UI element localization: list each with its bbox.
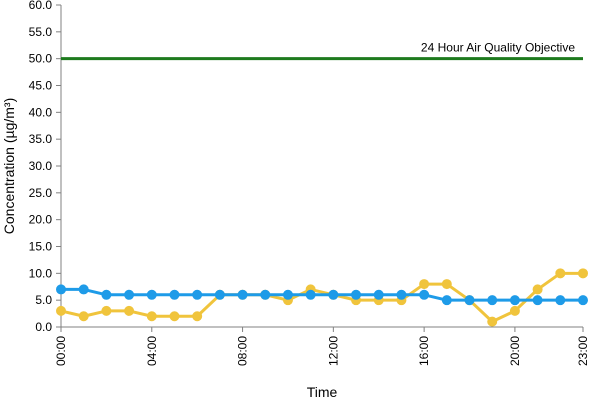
data-point — [78, 284, 89, 295]
x-tick-label: 08:00 — [236, 336, 250, 366]
data-point — [56, 284, 66, 295]
data-point — [260, 289, 271, 300]
data-point — [282, 289, 293, 300]
data-point — [169, 311, 180, 322]
x-axis-ticks: 00:00 04:00 08:00 12:00 16:00 20:00 23:00 — [54, 327, 590, 366]
data-point — [124, 305, 135, 316]
y-tick-label: 25.0 — [29, 186, 53, 200]
y-tick-label: 45.0 — [29, 79, 53, 93]
data-point — [441, 295, 452, 306]
data-point — [101, 289, 112, 300]
data-point — [487, 316, 498, 327]
data-point — [532, 295, 543, 306]
y-tick-label: 10.0 — [29, 266, 53, 280]
series-1 — [56, 268, 588, 327]
data-point — [532, 284, 543, 295]
data-point — [146, 289, 157, 300]
x-tick-label: 23:00 — [576, 336, 590, 366]
data-point — [192, 289, 203, 300]
y-tick-label: 0.0 — [35, 320, 52, 334]
data-point — [124, 289, 135, 300]
data-point — [487, 295, 498, 306]
data-point — [305, 289, 316, 300]
x-tick-label: 16:00 — [417, 336, 431, 366]
data-point — [78, 311, 89, 322]
x-axis-title: Time — [307, 384, 338, 400]
y-tick-label: 30.0 — [29, 159, 53, 173]
plot-area: 0.0 5.0 10.0 15.0 20.0 25.0 30.0 35.0 40.0 45.0 50… — [29, 0, 590, 366]
reference-line-group: 24 Hour Air Quality Objective — [61, 41, 583, 61]
data-point — [396, 289, 407, 300]
data-point — [578, 268, 588, 279]
data-point — [555, 295, 566, 306]
data-point — [169, 289, 180, 300]
y-tick-label: 50.0 — [29, 52, 53, 66]
data-point — [509, 295, 520, 306]
data-point — [555, 268, 566, 279]
data-point — [101, 305, 112, 316]
x-tick-label: 20:00 — [508, 336, 522, 366]
y-tick-label: 5.0 — [35, 293, 52, 307]
data-point — [509, 305, 520, 316]
y-axis-ticks: 0.0 5.0 10.0 15.0 20.0 25.0 30.0 35.0 40.0 45.0 50… — [29, 0, 61, 334]
x-tick-label: 04:00 — [145, 336, 159, 366]
data-point — [578, 295, 588, 306]
data-point — [351, 289, 362, 300]
data-point — [192, 311, 203, 322]
data-point — [373, 289, 384, 300]
y-axis-title: Concentration (µg/m³) — [1, 98, 17, 234]
data-point — [419, 289, 430, 300]
data-point — [56, 305, 66, 316]
x-tick-label: 00:00 — [54, 336, 68, 366]
y-tick-label: 55.0 — [29, 25, 53, 39]
y-tick-label: 40.0 — [29, 105, 53, 119]
series-group — [56, 268, 588, 327]
data-point — [464, 295, 475, 306]
air-quality-objective-label: 24 Hour Air Quality Objective — [421, 41, 575, 55]
y-tick-label: 15.0 — [29, 240, 53, 254]
y-tick-label: 35.0 — [29, 132, 53, 146]
x-tick-label: 12:00 — [326, 336, 340, 366]
data-point — [328, 289, 339, 300]
data-point — [419, 279, 430, 290]
data-point — [237, 289, 248, 300]
y-tick-label: 60.0 — [29, 0, 53, 12]
data-point — [214, 289, 225, 300]
series-2 — [56, 284, 588, 306]
data-point — [146, 311, 157, 322]
series-line — [60, 271, 583, 324]
y-tick-label: 20.0 — [29, 213, 53, 227]
data-point — [441, 279, 452, 290]
